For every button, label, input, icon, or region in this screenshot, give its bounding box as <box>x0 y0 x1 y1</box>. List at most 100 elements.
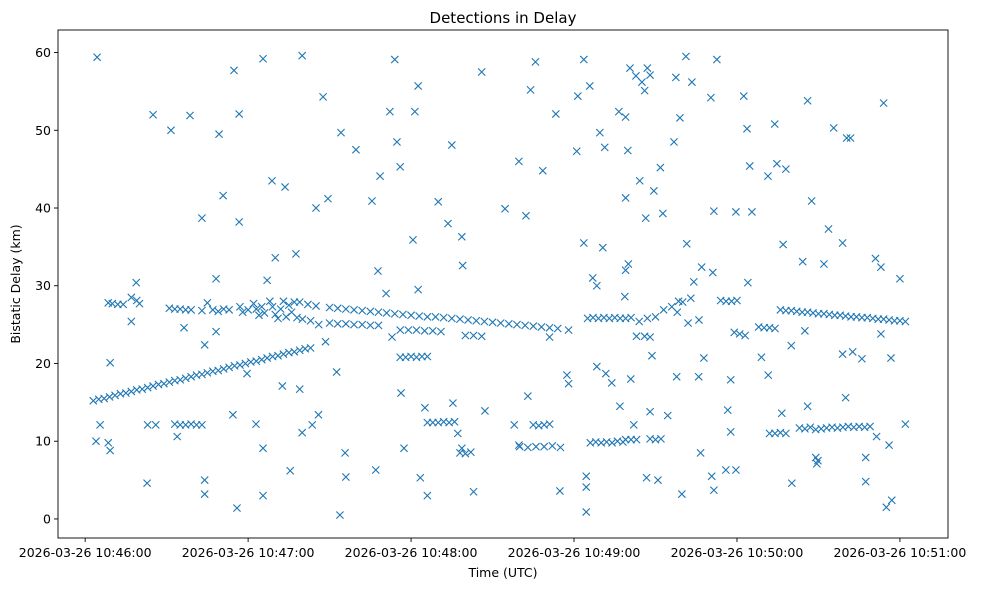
y-tick-label: 60 <box>35 45 51 60</box>
data-point <box>708 268 717 277</box>
data-point <box>397 389 406 398</box>
data-point <box>712 55 721 64</box>
data-point <box>238 308 247 317</box>
data-point <box>166 126 175 135</box>
data-point <box>228 410 237 419</box>
data-point <box>143 383 152 392</box>
data-point <box>252 420 260 429</box>
data-point <box>276 305 285 314</box>
data-point <box>521 321 530 330</box>
data-point <box>553 324 562 333</box>
data-point <box>696 448 705 457</box>
data-point <box>770 120 779 129</box>
data-point <box>423 491 432 500</box>
data-point <box>562 371 571 380</box>
data-point <box>624 259 633 268</box>
data-point <box>314 410 323 419</box>
data-point <box>592 362 601 371</box>
data-point <box>173 432 182 441</box>
data-point <box>735 329 744 338</box>
data-point <box>777 409 786 418</box>
y-tick-label: 30 <box>35 278 51 293</box>
data-point <box>741 331 750 340</box>
data-point <box>106 358 115 367</box>
y-tick-label: 50 <box>35 123 51 138</box>
data-point <box>743 124 752 133</box>
data-point <box>901 317 910 326</box>
data-point <box>464 315 473 324</box>
data-point <box>138 385 147 394</box>
data-point <box>398 310 407 319</box>
data-point <box>212 274 221 283</box>
data-point <box>319 92 328 101</box>
data-point <box>271 253 280 262</box>
data-point <box>436 327 445 336</box>
data-point <box>197 420 206 429</box>
data-point <box>675 113 684 122</box>
data-point <box>407 311 416 320</box>
data-point <box>608 438 617 447</box>
data-point <box>453 429 462 438</box>
data-point <box>582 507 591 516</box>
data-point <box>106 446 115 455</box>
data-point <box>512 320 521 329</box>
data-point <box>420 326 429 335</box>
data-point <box>532 442 540 451</box>
data-point <box>93 53 102 62</box>
data-point <box>579 239 588 247</box>
data-point <box>687 78 696 87</box>
data-point <box>260 308 269 317</box>
data-point <box>333 304 342 313</box>
data-point <box>496 319 505 328</box>
data-point <box>423 352 432 361</box>
data-point <box>257 302 266 311</box>
data-point <box>772 159 781 168</box>
data-point <box>254 311 263 320</box>
data-point <box>200 340 209 349</box>
data-point <box>335 511 344 520</box>
data-point <box>480 317 489 326</box>
data-point <box>225 363 234 372</box>
data-point <box>414 81 423 90</box>
data-point <box>627 313 636 322</box>
data-point <box>412 326 421 335</box>
data-point <box>119 300 128 309</box>
data-point <box>265 297 274 306</box>
data-point <box>290 347 299 356</box>
data-point <box>259 54 268 63</box>
data-point <box>882 503 891 512</box>
data-point <box>646 71 655 80</box>
data-point <box>731 207 740 216</box>
data-point <box>635 176 644 185</box>
data-point <box>415 312 424 321</box>
plot-frame <box>57 29 949 539</box>
y-tick-label: 20 <box>35 356 51 371</box>
data-point <box>545 333 554 342</box>
data-point <box>431 312 440 321</box>
data-point <box>325 319 334 328</box>
data-point <box>100 394 109 403</box>
data-point <box>684 319 693 328</box>
data-point <box>416 473 425 482</box>
data-point <box>325 303 334 312</box>
data-point <box>252 357 261 366</box>
data-point <box>621 193 630 202</box>
data-point <box>697 263 706 272</box>
data-point <box>545 420 554 429</box>
data-point <box>374 321 383 330</box>
data-point <box>159 379 168 388</box>
data-point <box>235 302 244 311</box>
data-point <box>838 350 847 359</box>
data-point <box>876 329 885 338</box>
data-point <box>800 424 809 433</box>
axes: 2026-03-26 10:46:00 2026-03-26 10:47:00 20… <box>19 45 967 560</box>
data-point <box>448 399 457 408</box>
data-point <box>531 57 540 66</box>
data-point <box>614 107 623 116</box>
data-point <box>842 134 851 143</box>
data-point <box>279 350 288 359</box>
data-point <box>620 292 629 301</box>
data-point <box>371 465 380 474</box>
data-point <box>241 359 250 368</box>
data-point <box>295 346 304 355</box>
